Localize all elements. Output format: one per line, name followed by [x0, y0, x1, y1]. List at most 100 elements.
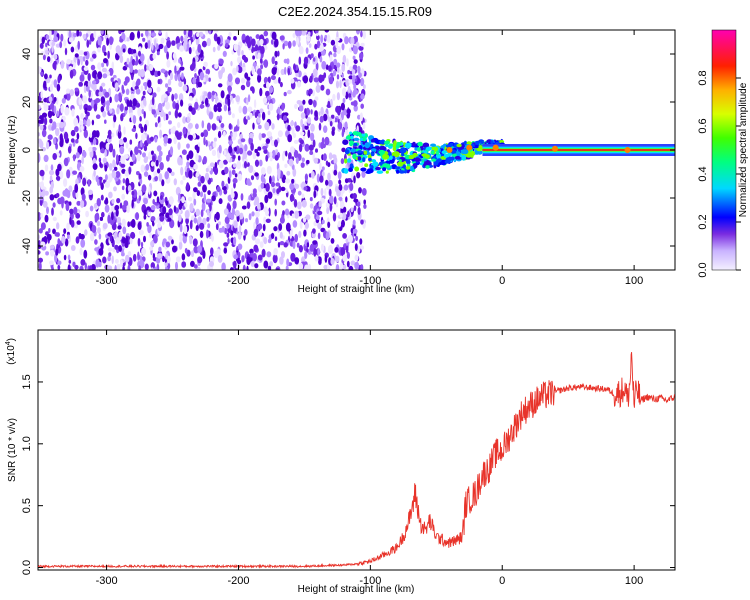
- heatmap-cell: [122, 178, 126, 184]
- heatmap-cell: [38, 261, 42, 270]
- heatmap-cell: [102, 256, 107, 264]
- heatmap-cell: [318, 122, 322, 131]
- heatmap-cell: [304, 222, 309, 229]
- heatmap-cell: [327, 221, 331, 228]
- heatmap-cell: [306, 242, 310, 248]
- heatmap-cell: [49, 169, 55, 176]
- snr-x-tick-label: 100: [625, 575, 643, 587]
- heatmap-cell: [315, 148, 318, 153]
- heatmap-cell: [289, 146, 295, 154]
- heatmap-cell: [232, 200, 237, 210]
- heatmap-cell: [91, 119, 95, 126]
- heatmap-cell: [69, 89, 75, 97]
- heatmap-cell: [201, 120, 205, 129]
- heatmap-cell: [82, 33, 87, 40]
- heatmap-cell: [90, 99, 95, 109]
- heatmap-cell: [122, 226, 127, 235]
- heatmap-cell: [319, 257, 322, 263]
- heatmap-cell: [186, 182, 190, 191]
- heatmap-cell: [350, 260, 356, 266]
- heatmap-cell: [107, 232, 113, 237]
- heatmap-cell: [132, 115, 137, 125]
- heatmap-cell: [83, 119, 87, 125]
- heatmap-cell: [63, 131, 69, 141]
- heatmap-cell: [269, 157, 273, 162]
- heatmap-cell: [343, 184, 349, 191]
- heatmap-cell: [206, 37, 211, 47]
- heatmap-cell: [38, 240, 41, 245]
- heatmap-cell: [50, 249, 55, 257]
- heatmap-cell: [166, 59, 171, 68]
- heatmap-cell: [340, 102, 345, 111]
- heatmap-cell: [206, 216, 210, 222]
- heatmap-cell: [91, 83, 95, 90]
- heatmap-cell: [301, 30, 307, 36]
- heatmap-cell: [100, 96, 106, 104]
- heatmap-cell: [95, 258, 100, 268]
- heatmap-cell: [282, 43, 285, 50]
- heatmap-cell: [316, 40, 321, 49]
- snr-panel: -300 -200 -100 0 100 0.0 0.5 1.0 1.5 Height of …: [5, 329, 676, 595]
- heatmap-cell: [126, 99, 130, 108]
- heatmap-cell: [250, 175, 255, 181]
- heatmap-cell: [303, 186, 308, 191]
- heatmap-cell: [267, 265, 272, 270]
- heatmap-cell: [103, 51, 107, 56]
- heatmap-cell: [230, 187, 234, 195]
- heatmap-cell: [257, 124, 262, 130]
- heatmap-cell: [245, 218, 248, 223]
- heatmap-cell: [265, 218, 271, 223]
- heatmap-cell: [104, 181, 110, 188]
- heatmap-cell: [43, 154, 49, 163]
- heatmap-cell: [47, 134, 53, 140]
- heatmap-cell: [333, 196, 337, 205]
- heatmap-cell: [370, 139, 375, 143]
- heatmap-cell: [179, 223, 183, 233]
- heatmap-cell: [196, 32, 200, 38]
- heatmap-cell: [401, 153, 405, 157]
- heatmap-cell: [203, 61, 208, 68]
- heatmap-cell: [360, 30, 363, 38]
- heatmap-cell: [404, 142, 412, 149]
- heatmap-cell: [270, 232, 275, 239]
- heatmap-cell: [111, 132, 115, 138]
- heatmap-cell: [222, 50, 227, 58]
- heatmap-cell: [110, 77, 115, 83]
- heatmap-cell: [274, 60, 278, 66]
- heatmap-cell: [350, 43, 354, 48]
- heatmap-cell: [137, 251, 140, 261]
- heatmap-cell: [344, 178, 349, 184]
- heatmap-cell: [361, 133, 366, 137]
- heatmap-cell: [324, 30, 330, 33]
- heatmap-cell: [378, 149, 386, 155]
- heatmap-cell: [188, 105, 193, 112]
- heatmap-cell: [46, 141, 50, 150]
- heatmap-cell: [38, 132, 41, 137]
- heatmap-cell: [336, 62, 341, 68]
- heatmap-cell: [247, 150, 253, 156]
- heatmap-cell: [329, 195, 334, 204]
- heatmap-cell: [229, 81, 233, 86]
- heatmap-cell: [96, 130, 100, 138]
- heatmap-cell: [348, 265, 354, 270]
- heatmap-cell: [243, 151, 248, 159]
- heatmap-cell: [129, 139, 133, 145]
- heatmap-cell: [154, 175, 159, 182]
- heatmap-cell: [174, 109, 179, 119]
- heatmap-cell: [63, 254, 67, 261]
- heatmap-cell: [122, 48, 126, 53]
- heatmap-cell: [115, 154, 119, 164]
- heatmap-cell: [307, 186, 311, 192]
- heatmap-cell: [357, 201, 361, 208]
- heatmap-cell: [117, 50, 123, 57]
- heatmap-cell: [40, 71, 44, 76]
- heatmap-cell: [293, 63, 296, 71]
- heatmap-cell: [73, 62, 76, 69]
- heatmap-cell: [264, 194, 269, 204]
- heatmap-cell: [251, 65, 255, 75]
- heatmap-cell: [139, 53, 145, 62]
- heatmap-cell: [45, 251, 49, 256]
- heatmap-cell: [223, 208, 229, 216]
- heatmap-cell: [252, 152, 257, 160]
- heatmap-cell: [336, 189, 341, 197]
